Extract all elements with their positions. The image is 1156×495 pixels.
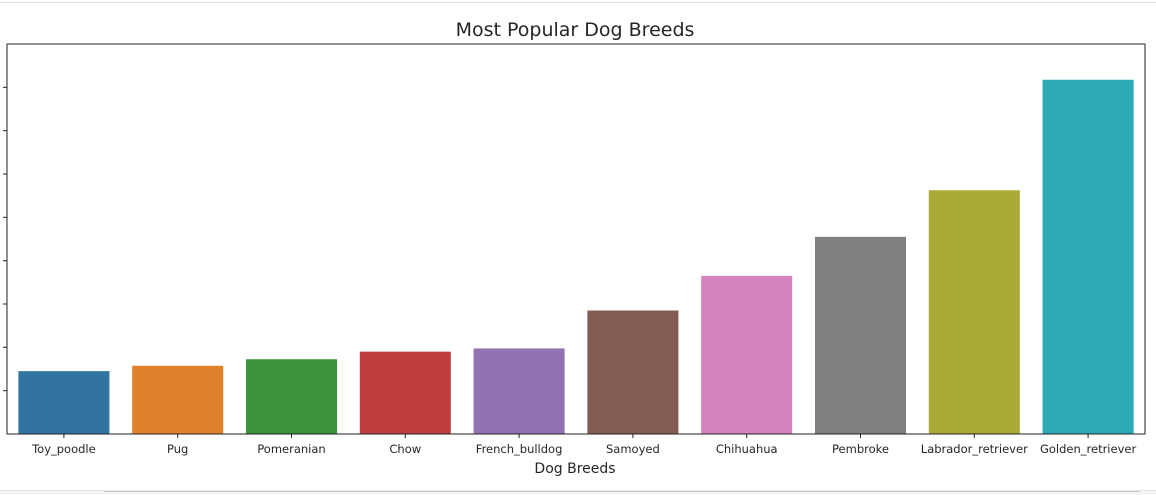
scrollbar-track	[104, 491, 1140, 492]
bar-golden-retriever	[1042, 79, 1134, 434]
bar-chow	[359, 351, 451, 434]
bar-pembroke	[814, 236, 907, 434]
bar-pomeranian	[245, 359, 338, 434]
x-tick-label: Pomeranian	[257, 442, 325, 456]
top-divider	[0, 2, 1156, 3]
x-tick-label: Chihuahua	[716, 442, 778, 456]
bar-labrador-retriever	[928, 190, 1020, 434]
x-tick-label: Pug	[167, 442, 188, 456]
x-tick-label: Labrador_retriever	[921, 442, 1028, 456]
x-tick-label: Golden_retriever	[1040, 442, 1136, 456]
x-tick-label: Pembroke	[832, 442, 889, 456]
bars-group	[18, 79, 1134, 434]
chart-title: Most Popular Dog Breeds	[456, 19, 695, 41]
x-axis-label: Dog Breeds	[534, 461, 615, 477]
bar-pug	[132, 365, 224, 434]
x-axis-ticks: Toy_poodle Pug Pomeranian Chow French_bulldo…	[31, 434, 1136, 456]
x-tick-label: Toy_poodle	[31, 442, 96, 456]
bottom-divider	[0, 490, 1156, 495]
axes-frame	[6, 43, 1146, 435]
x-tick-label: Samoyed	[606, 442, 660, 456]
bar-toy-poodle	[18, 371, 110, 434]
bar-french-bulldog	[473, 348, 565, 434]
bar-samoyed	[587, 310, 679, 434]
y-axis-ticks	[3, 86, 7, 392]
bar-chihuahua	[701, 275, 793, 434]
x-tick-label: French_bulldog	[476, 442, 563, 456]
x-tick-label: Chow	[389, 442, 421, 456]
